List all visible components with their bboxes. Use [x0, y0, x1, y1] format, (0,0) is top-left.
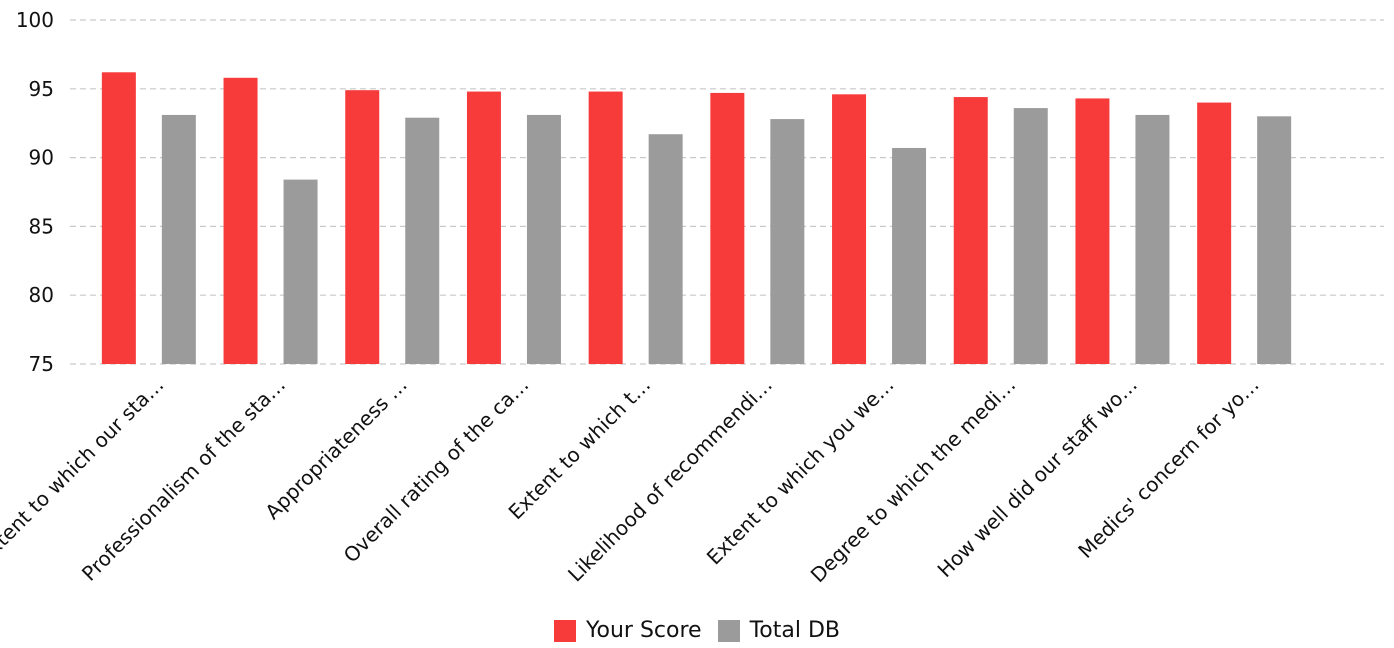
bar-total-db[interactable]: [648, 134, 683, 364]
bar-your-score[interactable]: [1075, 98, 1110, 364]
bar-total-db[interactable]: [892, 147, 927, 364]
bar-total-db[interactable]: [1013, 108, 1048, 365]
legend-item-total-db[interactable]: Total DB: [717, 618, 840, 643]
bar-your-score[interactable]: [832, 94, 867, 364]
bar-your-score[interactable]: [466, 91, 501, 364]
legend-swatch-total-db: [717, 619, 740, 642]
bar-your-score[interactable]: [710, 92, 745, 364]
legend: Your Score Total DB: [0, 618, 1394, 643]
x-category-label: Likelihood of recommendi…: [563, 373, 777, 587]
y-tick-label: 85: [29, 214, 54, 238]
bar-total-db[interactable]: [1135, 114, 1170, 364]
legend-label-total-db: Total DB: [749, 618, 840, 643]
bar-your-score[interactable]: [1197, 102, 1232, 364]
x-category-label: Extent to which our sta…: [0, 373, 168, 569]
y-tick-label: 100: [16, 8, 54, 32]
legend-item-your-score[interactable]: Your Score: [554, 618, 702, 643]
bar-total-db[interactable]: [1257, 116, 1292, 364]
bar-your-score[interactable]: [101, 72, 136, 365]
y-tick-label: 90: [29, 146, 54, 170]
y-tick-label: 80: [29, 283, 54, 307]
bar-your-score[interactable]: [588, 91, 623, 364]
bar-total-db[interactable]: [283, 179, 318, 364]
legend-swatch-your-score: [554, 619, 576, 642]
bar-total-db[interactable]: [161, 114, 196, 364]
bar-total-db[interactable]: [405, 117, 440, 364]
bar-your-score[interactable]: [953, 97, 988, 364]
y-tick-label: 95: [29, 77, 54, 101]
bar-total-db[interactable]: [526, 114, 561, 364]
legend-label-your-score: Your Score: [586, 618, 702, 643]
x-category-label: Professionalism of the sta…: [77, 373, 290, 586]
x-category-label: How well did our staff wo…: [933, 373, 1142, 582]
bar-chart: 75 80 85 90 95 100 Extent to which our sta…Pro…: [0, 8, 1384, 588]
y-tick-label: 75: [29, 352, 54, 376]
bar-your-score[interactable]: [223, 77, 258, 365]
bar-your-score[interactable]: [345, 90, 380, 365]
bar-total-db[interactable]: [770, 119, 805, 365]
x-category-label: Degree to which the medi…: [806, 373, 1021, 588]
